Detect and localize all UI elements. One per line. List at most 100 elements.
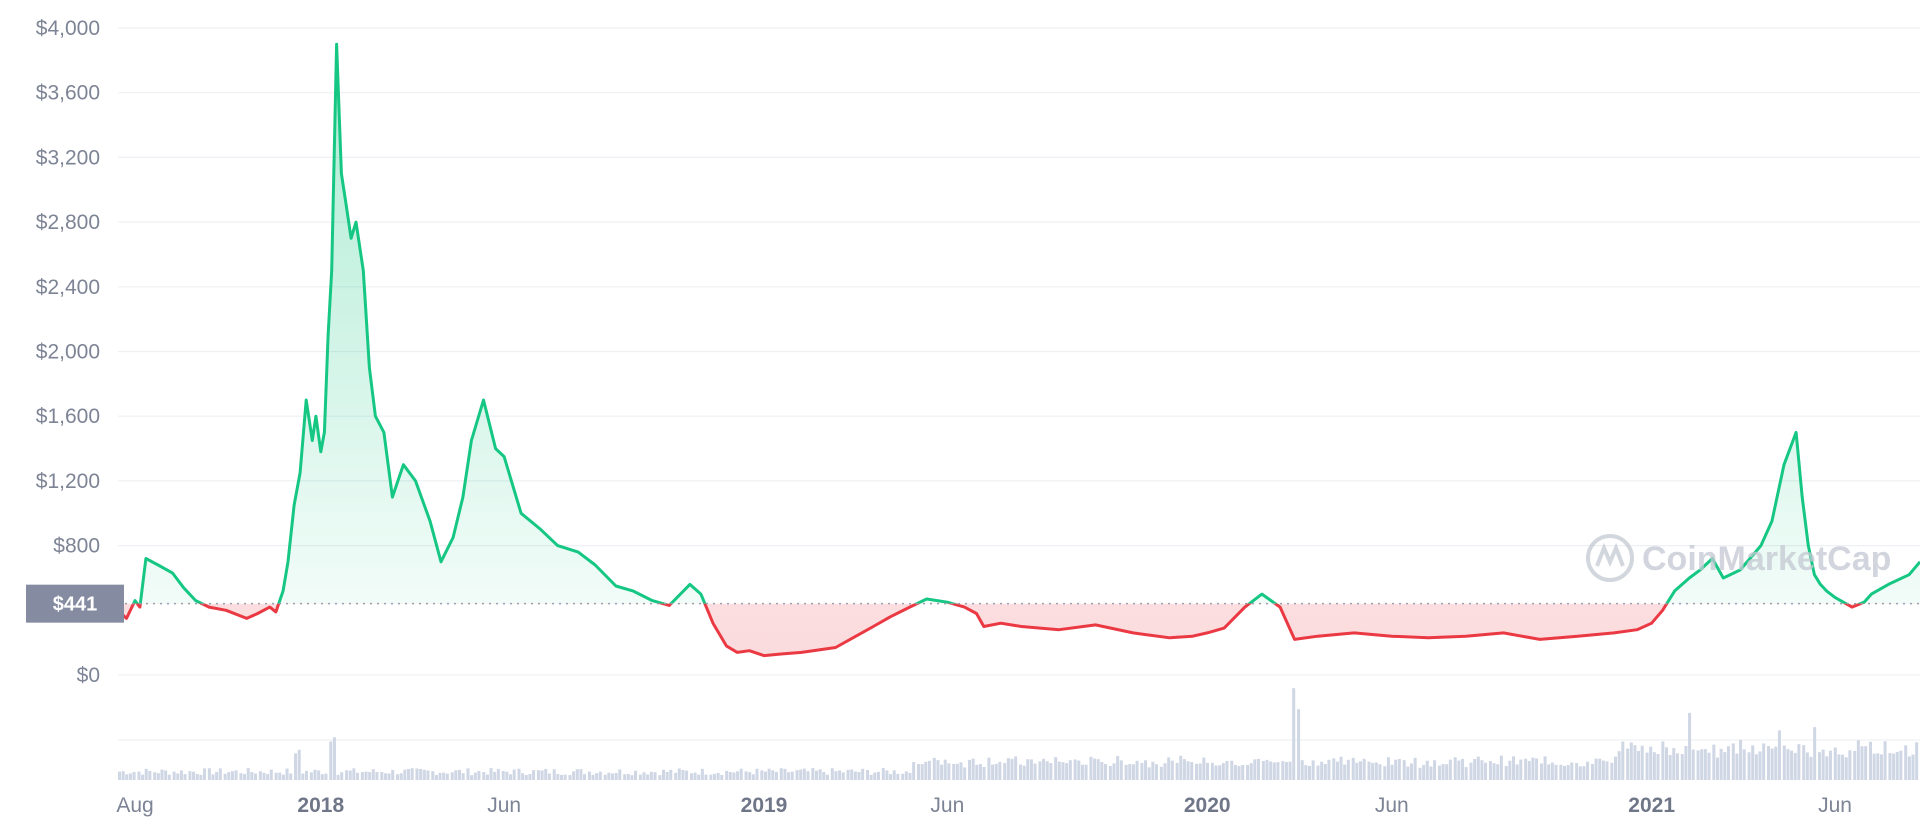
- volume-bar: [1539, 763, 1543, 780]
- volume-bar: [1022, 765, 1026, 780]
- y-tick-label: $3,200: [36, 146, 100, 169]
- volume-bar: [1068, 760, 1072, 780]
- y-tick-label: $800: [53, 535, 100, 558]
- volume-bar: [1362, 758, 1366, 780]
- volume-bar: [1351, 757, 1355, 780]
- volume-bar: [1672, 748, 1676, 780]
- volume-bar: [607, 772, 611, 780]
- volume-bar: [332, 737, 336, 780]
- volume-bar: [1742, 749, 1746, 780]
- x-tick-label: Jun: [487, 794, 521, 817]
- volume-bar: [1469, 762, 1473, 780]
- volume-bar: [320, 774, 324, 780]
- volume-bar: [458, 769, 461, 780]
- volume-bar: [1057, 761, 1061, 780]
- volume-bar: [176, 773, 180, 780]
- volume-bar: [410, 768, 414, 780]
- volume-bar: [968, 759, 971, 780]
- volume-bar: [1065, 763, 1069, 780]
- volume-bar: [396, 774, 400, 780]
- volume-bar: [1179, 755, 1183, 780]
- volume-bar: [313, 769, 317, 780]
- volume-bar: [1151, 761, 1155, 780]
- volume-bar: [1747, 752, 1751, 780]
- volume-bar: [1323, 763, 1327, 780]
- volume-bar: [1155, 764, 1158, 780]
- volume-bar: [1140, 762, 1144, 780]
- y-tick-label: $1,200: [36, 470, 100, 493]
- volume-bar: [560, 774, 563, 780]
- volume-bar: [352, 768, 356, 780]
- volume-bar: [1221, 763, 1225, 780]
- volume-bar: [164, 770, 168, 780]
- volume-bar: [1856, 740, 1860, 780]
- volume-bar: [1077, 760, 1081, 780]
- volume-bar: [1186, 761, 1190, 780]
- volume-bar: [1010, 758, 1014, 780]
- volume-bar: [250, 771, 254, 780]
- volume-bar: [254, 773, 257, 780]
- volume-bar: [1284, 761, 1288, 780]
- volume-bar: [1707, 752, 1711, 780]
- watermark-logo-mark: [1595, 542, 1625, 568]
- volume-bar: [141, 774, 145, 780]
- volume-bar: [634, 770, 638, 780]
- volume-bar: [1575, 763, 1579, 780]
- volume-bar: [1547, 764, 1551, 780]
- volume-bar: [266, 774, 270, 780]
- volume-bar: [1656, 754, 1660, 780]
- volume-bar: [846, 769, 850, 780]
- volume-bar: [1723, 752, 1727, 780]
- volume-bar: [1225, 760, 1229, 780]
- volume-bar: [1499, 755, 1503, 780]
- volume-bar: [1272, 762, 1276, 780]
- volume-bar: [904, 771, 908, 780]
- volume-bar: [1598, 758, 1602, 780]
- volume-bar: [227, 772, 231, 780]
- volume-bar: [1246, 765, 1250, 780]
- volume-bar: [568, 775, 572, 780]
- volume-bar: [1578, 766, 1582, 780]
- volume-bar: [218, 768, 222, 780]
- volume-bar: [1089, 756, 1093, 780]
- y-tick-label: $1,600: [36, 405, 100, 428]
- volume-bar: [1758, 751, 1762, 780]
- volume-bar: [1515, 764, 1519, 780]
- volume-bar: [482, 772, 486, 780]
- volume-bar: [1731, 743, 1735, 780]
- volume-bar: [1073, 759, 1077, 780]
- volume-bar: [716, 773, 720, 780]
- x-tick-label: Aug: [116, 794, 153, 817]
- volume-bar: [975, 764, 979, 780]
- volume-bar: [144, 768, 148, 780]
- volume-bar: [1633, 745, 1637, 780]
- volume-bar: [1675, 753, 1679, 780]
- volume-bar: [598, 771, 602, 780]
- volume-bar: [1249, 763, 1253, 780]
- volume-bar: [841, 772, 845, 780]
- volume-bar: [1108, 765, 1112, 780]
- volume-bar: [1410, 763, 1413, 780]
- volume-bar: [1691, 749, 1695, 780]
- volume-bar: [183, 774, 187, 780]
- volume-bar: [674, 772, 678, 780]
- volume-bar: [1802, 745, 1806, 780]
- volume-bar: [1869, 741, 1872, 780]
- volume-bar: [547, 773, 551, 780]
- volume-bar: [1864, 746, 1868, 780]
- volume-bar: [1519, 759, 1523, 780]
- volume-bar: [1147, 767, 1151, 780]
- volume-bar: [1257, 758, 1260, 780]
- volume-bar: [932, 757, 936, 780]
- volume-bar: [1640, 745, 1644, 780]
- volume-bar: [1652, 752, 1656, 780]
- volume-bar: [1230, 760, 1234, 780]
- volume-bar: [1895, 751, 1899, 780]
- volume-bar: [383, 773, 387, 780]
- volume-bar: [767, 768, 771, 780]
- volume-bar: [1367, 761, 1371, 780]
- volume-bar: [853, 771, 857, 780]
- volume-bar: [1888, 752, 1892, 780]
- volume-bar: [1550, 762, 1554, 780]
